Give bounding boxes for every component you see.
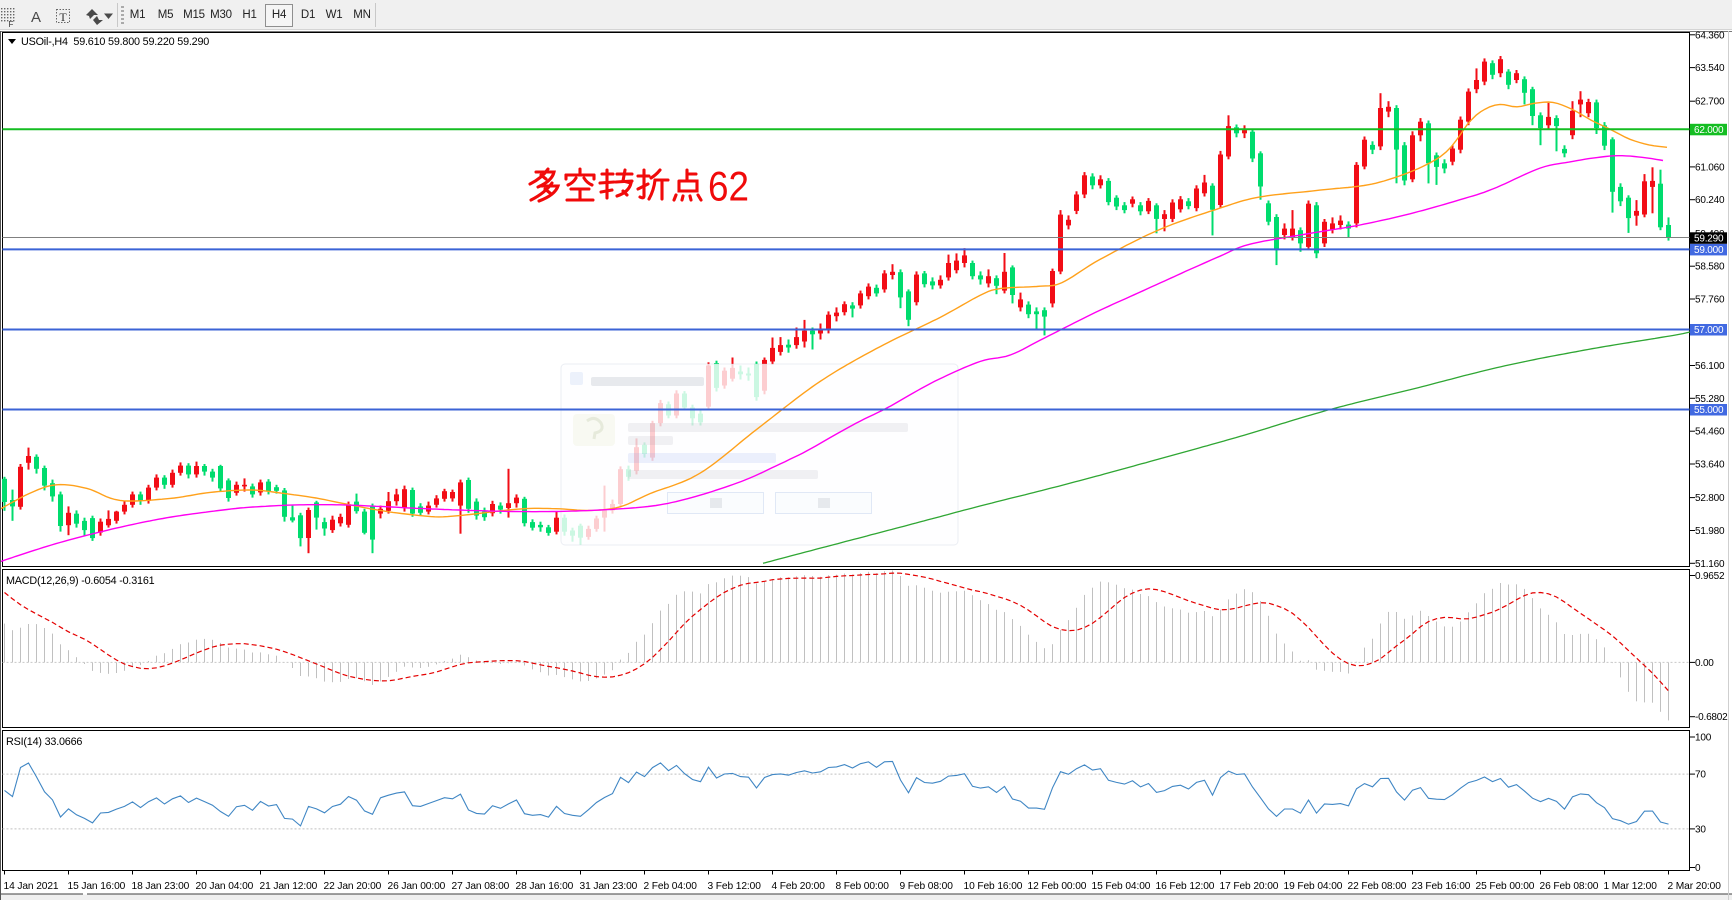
svg-text:10 Feb 16:00: 10 Feb 16:00 — [964, 881, 1023, 892]
svg-text:56.100: 56.100 — [1695, 361, 1725, 372]
svg-text:27 Jan 08:00: 27 Jan 08:00 — [452, 881, 510, 892]
svg-text:9 Feb 08:00: 9 Feb 08:00 — [900, 881, 954, 892]
svg-text:62.000: 62.000 — [1694, 125, 1724, 136]
svg-text:17 Feb 20:00: 17 Feb 20:00 — [1220, 881, 1279, 892]
svg-text:2 Mar 20:00: 2 Mar 20:00 — [1668, 881, 1722, 892]
svg-text:14 Jan 2021: 14 Jan 2021 — [4, 881, 59, 892]
svg-text:-0.6802: -0.6802 — [1695, 712, 1728, 723]
svg-text:57.000: 57.000 — [1694, 325, 1724, 336]
svg-text:30: 30 — [1695, 824, 1706, 835]
svg-text:55.280: 55.280 — [1695, 394, 1725, 405]
svg-text:0.9652: 0.9652 — [1695, 571, 1725, 582]
svg-text:19 Feb 04:00: 19 Feb 04:00 — [1284, 881, 1343, 892]
svg-text:0.00: 0.00 — [1695, 658, 1714, 669]
svg-text:52.800: 52.800 — [1695, 493, 1725, 504]
svg-text:A: A — [31, 9, 41, 26]
svg-text:61.060: 61.060 — [1695, 162, 1725, 173]
svg-text:58.580: 58.580 — [1695, 262, 1725, 273]
svg-text:60.240: 60.240 — [1695, 195, 1725, 206]
svg-text:18 Jan 23:00: 18 Jan 23:00 — [132, 881, 190, 892]
svg-text:100: 100 — [1695, 733, 1712, 744]
svg-text:62.700: 62.700 — [1695, 97, 1725, 108]
svg-text:54.460: 54.460 — [1695, 427, 1725, 438]
svg-text:26 Jan 00:00: 26 Jan 00:00 — [388, 881, 446, 892]
svg-text:20 Jan 04:00: 20 Jan 04:00 — [196, 881, 254, 892]
svg-text:1 Mar 12:00: 1 Mar 12:00 — [1604, 881, 1658, 892]
svg-text:12 Feb 00:00: 12 Feb 00:00 — [1028, 881, 1087, 892]
svg-text:F: F — [9, 20, 14, 29]
svg-text:0: 0 — [1695, 863, 1701, 874]
svg-text:MACD(12,26,9) -0.6054 -0.3161: MACD(12,26,9) -0.6054 -0.3161 — [6, 575, 155, 587]
svg-text:RSI(14) 33.0666: RSI(14) 33.0666 — [6, 736, 82, 748]
svg-text:8 Feb 00:00: 8 Feb 00:00 — [836, 881, 890, 892]
svg-text:22 Feb 08:00: 22 Feb 08:00 — [1348, 881, 1407, 892]
svg-text:22 Jan 20:00: 22 Jan 20:00 — [324, 881, 382, 892]
svg-text:31 Jan 23:00: 31 Jan 23:00 — [580, 881, 638, 892]
svg-text:57.760: 57.760 — [1695, 295, 1725, 306]
svg-text:59.290: 59.290 — [1694, 233, 1724, 244]
svg-text:26 Feb 08:00: 26 Feb 08:00 — [1540, 881, 1599, 892]
svg-text:2 Feb 04:00: 2 Feb 04:00 — [644, 881, 698, 892]
svg-text:70: 70 — [1695, 770, 1706, 781]
svg-text:51.160: 51.160 — [1695, 559, 1725, 570]
svg-text:23 Feb 16:00: 23 Feb 16:00 — [1412, 881, 1471, 892]
svg-text:T: T — [59, 10, 67, 24]
svg-text:28 Jan 16:00: 28 Jan 16:00 — [516, 881, 574, 892]
svg-text:51.980: 51.980 — [1695, 526, 1725, 537]
svg-text:63.540: 63.540 — [1695, 63, 1725, 74]
svg-text:59.000: 59.000 — [1694, 245, 1724, 256]
svg-text:25 Feb 00:00: 25 Feb 00:00 — [1476, 881, 1535, 892]
svg-text:15 Feb 04:00: 15 Feb 04:00 — [1092, 881, 1151, 892]
svg-text:55.000: 55.000 — [1694, 405, 1724, 416]
svg-text:62: 62 — [708, 163, 749, 210]
svg-text:4 Feb 20:00: 4 Feb 20:00 — [772, 881, 826, 892]
svg-text:15 Jan 16:00: 15 Jan 16:00 — [68, 881, 126, 892]
svg-text:21 Jan 12:00: 21 Jan 12:00 — [260, 881, 318, 892]
svg-text:3 Feb 12:00: 3 Feb 12:00 — [708, 881, 762, 892]
svg-text:64.360: 64.360 — [1695, 30, 1725, 41]
svg-text:53.640: 53.640 — [1695, 460, 1725, 471]
svg-text:USOil-,H4 59.610 59.800 59.22: USOil-,H4 59.610 59.800 59.220 59.290 — [21, 36, 209, 48]
svg-text:16 Feb 12:00: 16 Feb 12:00 — [1156, 881, 1215, 892]
